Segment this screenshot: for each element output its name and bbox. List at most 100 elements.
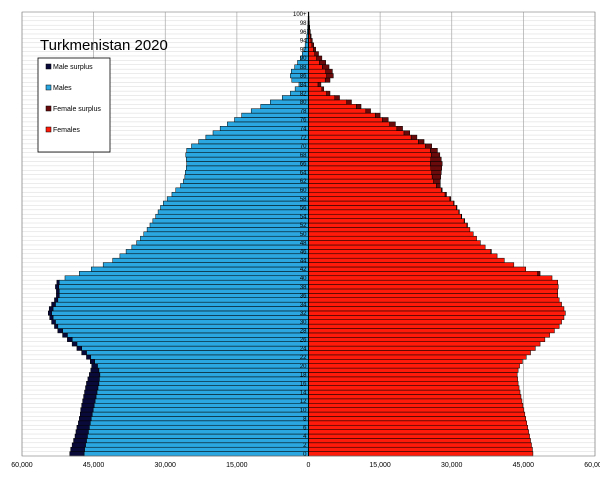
female-bar xyxy=(308,385,520,391)
female-bar xyxy=(308,429,529,435)
male-surplus-bar xyxy=(76,345,82,351)
female-bar xyxy=(308,398,523,404)
age-label: 78 xyxy=(300,109,307,115)
female-bar xyxy=(308,257,505,263)
female-bar xyxy=(308,134,412,140)
female-surplus-bar xyxy=(321,86,325,92)
female-bar xyxy=(308,213,462,219)
female-bar xyxy=(308,209,460,215)
age-label: 72 xyxy=(300,135,307,141)
age-label: 44 xyxy=(300,258,307,264)
female-surplus-bar xyxy=(430,152,441,158)
female-surplus-bar xyxy=(319,60,326,66)
male-bar xyxy=(83,451,309,457)
male-surplus-bar xyxy=(51,319,56,325)
male-bar xyxy=(52,306,309,312)
female-surplus-bar xyxy=(316,55,323,61)
male-bar xyxy=(155,213,309,219)
female-surplus-bar xyxy=(410,134,418,140)
legend-box xyxy=(37,57,111,153)
male-surplus-bar xyxy=(81,402,95,408)
age-label: 40 xyxy=(300,276,307,282)
male-bar xyxy=(212,130,309,136)
male-surplus-bar xyxy=(76,424,90,430)
male-surplus-bar xyxy=(73,438,87,444)
female-bar xyxy=(308,341,541,347)
female-bar xyxy=(308,148,431,153)
female-surplus-bar xyxy=(314,51,319,57)
female-surplus-bar xyxy=(356,104,362,109)
age-label: 10 xyxy=(300,408,307,414)
age-label: 34 xyxy=(300,302,307,308)
male-bar xyxy=(97,385,309,391)
female-surplus-bar xyxy=(310,38,313,44)
male-bar xyxy=(58,288,309,294)
male-bar xyxy=(99,376,309,382)
male-bar xyxy=(84,446,309,452)
male-surplus-bar xyxy=(91,363,98,369)
chart-title: Turkmenistan 2020 xyxy=(40,37,168,54)
axis-layer: 60,000 45,000 30,000 15,000 0 15,000 30,000 45,… xyxy=(11,11,600,469)
female-surplus-bar xyxy=(311,42,315,48)
x-tick-label: 30,000 xyxy=(441,462,463,469)
female-bar xyxy=(308,271,538,277)
male-bar xyxy=(186,156,309,162)
female-surplus-bar xyxy=(317,82,322,87)
age-label: 14 xyxy=(300,390,307,396)
female-bar xyxy=(308,420,527,426)
female-bar xyxy=(308,187,442,193)
male-surplus-bar xyxy=(71,341,78,347)
female-surplus-bar xyxy=(375,112,381,118)
male-bar xyxy=(171,191,309,197)
female-surplus-bar xyxy=(326,90,331,96)
male-bar xyxy=(95,394,309,400)
male-surplus-bar xyxy=(90,367,100,373)
male-bar xyxy=(185,152,309,158)
female-bar xyxy=(308,275,553,281)
male-bar xyxy=(160,205,309,211)
male-bar xyxy=(87,433,309,439)
male-surplus-bar xyxy=(56,288,60,294)
female-bar xyxy=(308,310,566,316)
female-surplus-bar xyxy=(365,108,371,114)
age-label: 64 xyxy=(300,170,307,176)
male-bar xyxy=(90,416,309,422)
legend-swatch xyxy=(45,126,52,133)
age-label: 46 xyxy=(300,250,307,256)
male-bar xyxy=(58,293,309,298)
female-bar xyxy=(308,253,498,259)
male-surplus-bar xyxy=(82,398,96,404)
male-surplus-bar xyxy=(78,420,91,426)
female-bar xyxy=(308,117,383,123)
female-bar xyxy=(308,143,426,149)
female-bar xyxy=(308,249,492,255)
female-surplus-bar xyxy=(431,174,442,180)
female-bar xyxy=(308,323,560,329)
age-label: 80 xyxy=(300,100,307,106)
female-surplus-bar xyxy=(325,68,333,74)
female-bar xyxy=(308,183,437,189)
male-bar xyxy=(55,319,309,325)
male-surplus-bar xyxy=(70,446,85,452)
female-bar xyxy=(308,178,434,184)
age-label: 52 xyxy=(300,223,307,229)
male-bar xyxy=(52,315,309,320)
age-label: 86 xyxy=(300,74,307,80)
female-surplus-bar xyxy=(309,29,311,35)
male-bar xyxy=(131,244,309,250)
legend-label: Male surplus xyxy=(53,64,93,71)
female-surplus-bar xyxy=(396,126,403,131)
male-bar xyxy=(98,381,309,386)
female-surplus-bar xyxy=(440,187,443,193)
male-bar xyxy=(93,402,309,408)
x-tick-label: 0 xyxy=(307,462,311,469)
male-surplus-bar xyxy=(48,310,52,316)
female-surplus-bar xyxy=(431,170,442,175)
female-bar xyxy=(308,381,519,386)
female-surplus-bar xyxy=(389,121,396,127)
female-surplus-bar xyxy=(430,148,438,153)
female-surplus-bar xyxy=(418,139,425,145)
x-tick-label: 60,000 xyxy=(11,462,33,469)
female-bar xyxy=(308,205,457,211)
male-bar xyxy=(166,196,309,202)
